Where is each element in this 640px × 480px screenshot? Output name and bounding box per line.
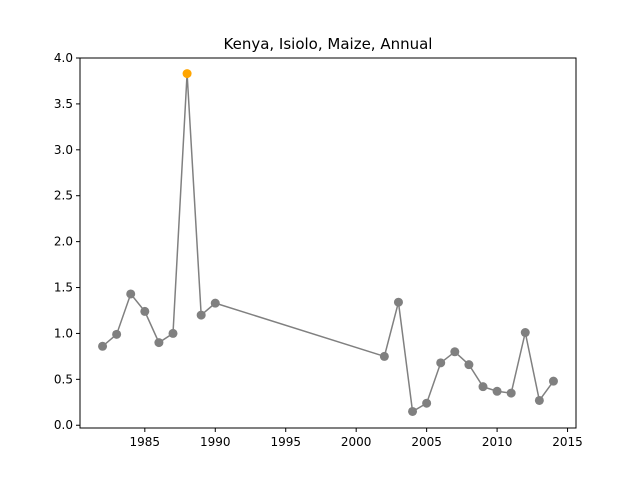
data-point (98, 341, 108, 351)
data-point (464, 360, 474, 370)
data-point (196, 310, 206, 320)
data-point (422, 398, 432, 408)
y-tick-label: 0.5 (54, 372, 73, 386)
data-point (112, 329, 122, 339)
data-point (126, 289, 136, 299)
highlight-point (182, 69, 192, 79)
data-point (140, 306, 150, 316)
data-point (520, 328, 530, 338)
x-tick-label: 1995 (270, 435, 301, 449)
series-line (102, 73, 555, 413)
y-tick-label: 1.5 (54, 281, 73, 295)
x-axis: 1985 1990 1995 2000 2005 2010 2015 (130, 428, 583, 449)
data-point (168, 328, 178, 338)
data-point (492, 386, 502, 396)
x-tick-label: 2005 (411, 435, 442, 449)
y-tick-label: 2.0 (54, 235, 73, 249)
data-point (393, 297, 403, 307)
axes-frame (79, 57, 577, 429)
data-point (379, 351, 389, 361)
x-tick-label: 1990 (200, 435, 231, 449)
data-point (506, 388, 516, 398)
data-point (450, 347, 460, 357)
chart-title: Kenya, Isiolo, Maize, Annual (224, 35, 433, 53)
x-tick-label: 2010 (482, 435, 513, 449)
y-tick-label: 1.0 (54, 326, 73, 340)
y-tick-label: 3.0 (54, 143, 73, 157)
data-point (154, 338, 164, 348)
data-point (436, 358, 446, 368)
plot-area (98, 69, 558, 416)
data-point (210, 298, 220, 308)
x-tick-label: 2015 (552, 435, 583, 449)
data-point (534, 395, 544, 405)
x-tick-label: 2000 (341, 435, 372, 449)
data-point (478, 382, 488, 392)
y-axis: 0.0 0.5 1.0 1.5 2.0 2.5 3.0 3.5 4.0 (54, 51, 80, 432)
data-point (408, 406, 418, 416)
y-tick-label: 4.0 (54, 51, 73, 65)
data-point (548, 376, 558, 386)
x-tick-label: 1985 (130, 435, 161, 449)
y-tick-label: 3.5 (54, 97, 73, 111)
y-tick-label: 0.0 (54, 418, 73, 432)
y-tick-label: 2.5 (54, 189, 73, 203)
